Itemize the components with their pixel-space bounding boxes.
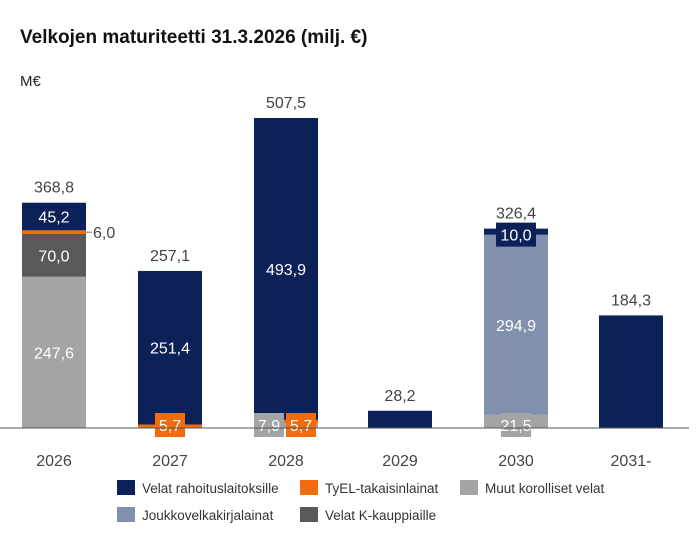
bar-label-2030-velat-rahoituslaitoksille: 10,0: [500, 228, 531, 245]
bar-2026-velat-k-kauppiaille: [22, 233, 86, 277]
bar-label-2028-muut-korolliset-velat: 7,9: [258, 418, 280, 435]
total-label-2031-: 184,3: [611, 292, 651, 309]
total-label-2029: 28,2: [384, 388, 415, 405]
bar-label-2030-muut-korolliset-velat: 21,5: [500, 418, 531, 435]
x-tick-2031-: 2031-: [611, 453, 652, 470]
legend-swatch-velat-k-kauppiaille: [300, 507, 318, 522]
x-tick-2030: 2030: [498, 453, 534, 470]
legend-label-velat-k-kauppiaille: Velat K-kauppiaille: [325, 508, 436, 523]
legend-label-tyel-takaisinlainat: TyEL-takaisinlainat: [325, 481, 439, 496]
legend-label-velat-rahoituslaitoksille: Velat rahoituslaitoksille: [142, 481, 279, 496]
label-box-2027-tyel-takaisinlainat: [155, 413, 185, 437]
bar-label-2027-velat-rahoituslaitoksille: 251,4: [150, 341, 190, 358]
bar-label-2027-tyel-takaisinlainat: 5,7: [159, 418, 181, 435]
y-axis-unit-label: M€: [20, 73, 41, 90]
x-tick-2027: 2027: [152, 453, 188, 470]
legend-swatch-joukkovelkakirjalainat: [117, 507, 135, 522]
x-tick-2029: 2029: [382, 453, 418, 470]
legend-swatch-tyel-takaisinlainat: [300, 480, 318, 495]
chart-title: Velkojen maturiteetti 31.3.2026 (milj. €…: [20, 27, 367, 48]
bars-group: 247,6 70,0 6,0 45,2 368,8 5,7 251,4 257,1 7,9 5,7…: [22, 95, 663, 437]
bar-label-2026-velat-k-kauppiaille: 70,0: [38, 248, 69, 265]
label-box-2028-muut-korolliset-velat: [254, 413, 284, 437]
bar-label-2026-velat-rahoituslaitoksille: 45,2: [38, 210, 69, 227]
x-axis-ticks: 2026 2027 2028 2029 2030 2031-: [36, 453, 651, 470]
bar-2030-joukkovelkakirjalainat: [484, 234, 548, 415]
legend-swatch-velat-rahoituslaitoksille: [117, 480, 135, 495]
label-box-2028-tyel-takaisinlainat: [286, 413, 316, 437]
legend-swatch-muut-korolliset-velat: [460, 480, 478, 495]
x-tick-2028: 2028: [268, 453, 304, 470]
legend-label-muut-korolliset-velat: Muut korolliset velat: [485, 481, 605, 496]
bar-2026-muut-korolliset-velat: [22, 276, 86, 428]
bar-2029-velat-rahoituslaitoksille: [368, 410, 432, 428]
legend-label-joukkovelkakirjalainat: Joukkovelkakirjalainat: [142, 508, 274, 523]
label-box-2030-muut-korolliset-velat: [501, 413, 531, 437]
bar-label-2028-velat-rahoituslaitoksille: 493,9: [266, 262, 306, 279]
bar-label-2030-joukkovelkakirjalainat: 294,9: [496, 318, 536, 335]
total-label-2026: 368,8: [34, 180, 74, 197]
label-box-2030-velat-rahoituslaitoksille: [496, 222, 536, 247]
x-tick-2026: 2026: [36, 453, 72, 470]
bar-2028-velat-rahoituslaitoksille: [254, 118, 318, 420]
bar-2026-velat-rahoituslaitoksille: [22, 202, 86, 231]
legend: Velat rahoituslaitoksille TyEL-takaisinla…: [117, 480, 605, 523]
total-label-2028: 507,5: [266, 95, 306, 112]
bar-label-2028-tyel-takaisinlainat: 5,7: [290, 418, 312, 435]
bar-label-2026-tyel-takaisinlainat: 6,0: [93, 225, 115, 242]
total-label-2030: 326,4: [496, 206, 536, 223]
bar-2031--velat-rahoituslaitoksille: [599, 315, 663, 428]
bar-2027-velat-rahoituslaitoksille: [138, 270, 202, 425]
bar-label-2026-muut-korolliset-velat: 247,6: [34, 345, 74, 362]
total-label-2027: 257,1: [150, 248, 190, 265]
bar-2026-tyel-takaisinlainat: [22, 230, 86, 234]
